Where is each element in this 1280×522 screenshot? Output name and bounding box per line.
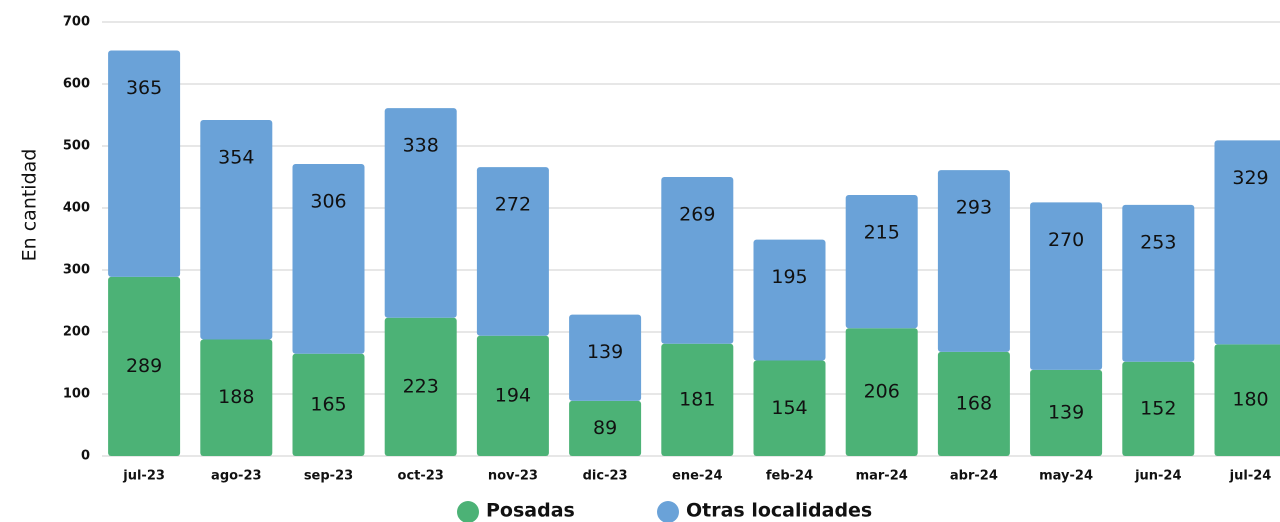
data-label: 215 (864, 221, 900, 243)
y-tick-label: 600 (63, 77, 90, 92)
data-label: 293 (956, 197, 992, 219)
x-tick-label: mar-24 (856, 469, 908, 484)
bar-segment (476, 167, 549, 336)
data-label: 165 (310, 393, 346, 415)
y-tick-label: 200 (63, 325, 90, 340)
data-label: 89 (593, 417, 617, 439)
bar-segment (1214, 344, 1280, 456)
x-tick-label: jun-24 (1134, 469, 1181, 484)
x-tick-label: jul-23 (122, 469, 165, 484)
x-tick-label: feb-24 (766, 469, 813, 484)
bar-segment (937, 351, 1010, 456)
data-label: 329 (1232, 167, 1268, 189)
data-label: 181 (679, 388, 715, 410)
data-label: 269 (679, 204, 715, 226)
bar-segment (661, 177, 734, 344)
bar-segment (661, 343, 734, 456)
bar-segment (569, 400, 642, 456)
bar-segment (200, 339, 273, 456)
data-label: 194 (495, 384, 531, 406)
data-label: 289 (126, 355, 162, 377)
bar-segment (200, 119, 273, 340)
data-label: 223 (403, 375, 439, 397)
x-tick-label: dic-23 (583, 469, 628, 484)
bar-segment (108, 276, 181, 456)
bar-segment (384, 317, 457, 456)
bar-segment (1122, 361, 1195, 456)
x-tick-label: nov-23 (488, 469, 538, 484)
bar-segment (476, 335, 549, 456)
data-label: 206 (864, 381, 900, 403)
bar-segment (1030, 202, 1103, 370)
x-tick-label: ago-23 (211, 469, 262, 484)
legend-label: Posadas (486, 500, 575, 522)
data-label: 195 (771, 266, 807, 288)
data-label: 139 (1048, 401, 1084, 423)
x-tick-label: abr-24 (950, 469, 998, 484)
y-tick-label: 300 (63, 263, 90, 278)
bar-segment (1122, 204, 1195, 362)
data-label: 152 (1140, 397, 1176, 419)
data-label: 272 (495, 194, 531, 216)
bar-segment (845, 194, 918, 329)
x-tick-label: jul-24 (1229, 469, 1272, 484)
data-label: 154 (771, 397, 807, 419)
y-tick-label: 0 (81, 449, 90, 464)
y-tick-label: 700 (63, 15, 90, 30)
data-label: 306 (310, 190, 346, 212)
data-label: 354 (218, 146, 254, 168)
x-tick-label: sep-23 (304, 469, 353, 484)
bar-segment (384, 108, 457, 318)
bar-segment (292, 353, 365, 456)
bar-segment (937, 170, 1010, 352)
data-label: 338 (403, 135, 439, 157)
y-tick-label: 400 (63, 201, 90, 216)
bar-segment (1030, 369, 1103, 456)
data-label: 139 (587, 341, 623, 363)
bar-segment (1214, 140, 1280, 345)
data-label: 365 (126, 77, 162, 99)
x-tick-label: oct-23 (398, 469, 444, 484)
legend-swatch (657, 501, 679, 522)
bar-segment (753, 239, 826, 361)
y-tick-label: 500 (63, 139, 90, 154)
bar-segment (569, 314, 642, 401)
legend-swatch (457, 501, 479, 522)
bar-segment (292, 163, 365, 354)
data-label: 168 (956, 392, 992, 414)
x-tick-label: ene-24 (672, 469, 722, 484)
legend-label: Otras localidades (686, 500, 872, 522)
data-label: 270 (1048, 229, 1084, 251)
data-label: 188 (218, 386, 254, 408)
bar-segment (845, 328, 918, 456)
data-label: 180 (1232, 389, 1268, 411)
bar-segment (108, 50, 181, 277)
y-axis-label: En cantidad (19, 149, 41, 262)
y-tick-label: 100 (63, 387, 90, 402)
bar-segment (753, 360, 826, 456)
data-label: 253 (1140, 231, 1176, 253)
x-tick-label: may-24 (1039, 469, 1093, 484)
